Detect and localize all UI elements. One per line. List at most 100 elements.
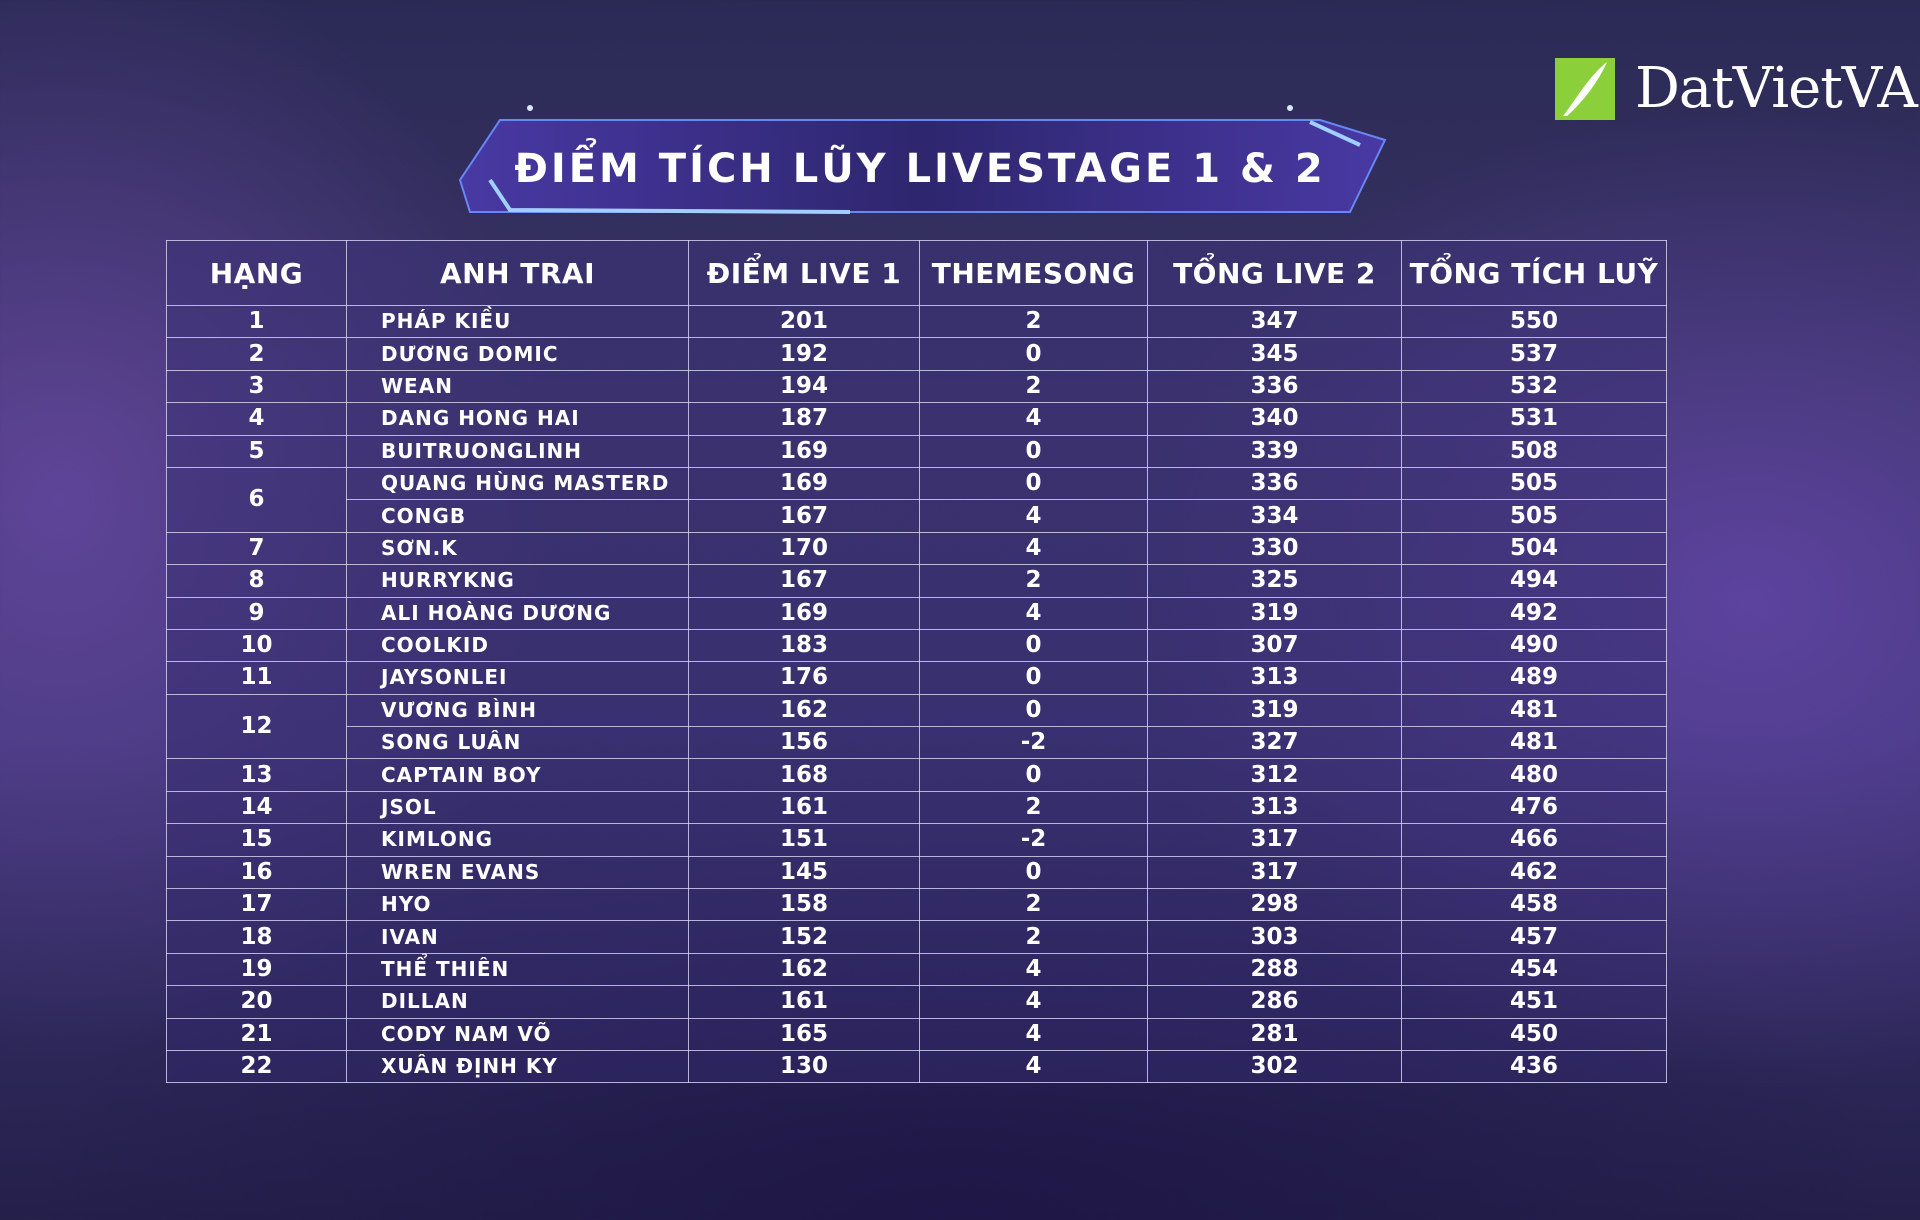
name-cell: BUITRUONGLINH: [346, 434, 689, 468]
total-cell: 532: [1401, 369, 1667, 404]
live1-cell: 176: [688, 661, 920, 695]
rank-cell: 21: [166, 1017, 347, 1051]
live2-cell: 313: [1147, 661, 1402, 695]
name-cell: WREN EVANS: [346, 855, 689, 890]
name-cell: IVAN: [346, 920, 689, 954]
rank-cell: 11: [166, 661, 347, 695]
table-row: CONGB 167 4 334 505: [167, 499, 1667, 533]
name-cell: WEAN: [346, 369, 689, 404]
rank-cell: 3: [166, 369, 347, 404]
table-row: 4 DANG HONG HAI 187 4 340 531: [166, 402, 1667, 436]
live1-cell: 183: [688, 628, 920, 663]
themesong-cell: 0: [919, 855, 1148, 890]
themesong-cell: 4: [919, 402, 1148, 436]
themesong-cell: 2: [919, 369, 1148, 404]
name-cell: DƯƠNG DOMIC: [346, 337, 689, 371]
rank-cell: 7: [166, 531, 347, 566]
name-cell: THỂ THIÊN: [346, 952, 689, 987]
page-title: ĐIỂM TÍCH LŨY LIVESTAGE 1 & 2: [514, 146, 1326, 192]
themesong-cell: 4: [919, 1049, 1148, 1084]
total-cell: 476: [1401, 790, 1667, 825]
total-cell: 480: [1401, 758, 1667, 792]
themesong-cell: 4: [919, 499, 1148, 533]
total-cell: 481: [1401, 726, 1667, 760]
rank-cell: 17: [166, 888, 347, 922]
total-cell: 462: [1401, 855, 1667, 890]
total-cell: 505: [1401, 466, 1667, 501]
live1-cell: 201: [688, 304, 920, 339]
header-live2: TỔNG LIVE 2: [1147, 240, 1402, 306]
live1-cell: 169: [688, 466, 920, 501]
live1-cell: 162: [688, 693, 920, 728]
table-row: 20 DILLAN 161 4 286 451: [166, 985, 1667, 1019]
rank-cell: 4: [166, 402, 347, 436]
rank-cell: 6: [166, 466, 347, 533]
name-cell: VƯƠNG BÌNH: [346, 693, 689, 728]
table-row: 9 ALI HOÀNG DƯƠNG 169 4 319 492: [166, 596, 1667, 630]
total-cell: 466: [1401, 823, 1667, 857]
live2-cell: 327: [1147, 726, 1402, 760]
live1-cell: 151: [688, 823, 920, 857]
total-cell: 451: [1401, 985, 1667, 1019]
live2-cell: 307: [1147, 628, 1402, 663]
live2-cell: 313: [1147, 790, 1402, 825]
live1-cell: 168: [688, 758, 920, 792]
total-cell: 505: [1401, 499, 1667, 533]
live1-cell: 194: [688, 369, 920, 404]
live2-cell: 302: [1147, 1049, 1402, 1084]
title-banner: ĐIỂM TÍCH LŨY LIVESTAGE 1 & 2: [450, 100, 1390, 220]
name-cell: COOLKID: [346, 628, 689, 663]
table-row: 15 KIMLONG 151 -2 317 466: [166, 823, 1667, 857]
table-row: 21 CODY NAM VÕ 165 4 281 450: [166, 1017, 1667, 1051]
table-row: 14 JSOL 161 2 313 476: [166, 790, 1667, 825]
live1-cell: 158: [688, 888, 920, 922]
themesong-cell: 2: [919, 920, 1148, 954]
themesong-cell: 0: [919, 628, 1148, 663]
table-row: 3 WEAN 194 2 336 532: [166, 369, 1667, 404]
total-cell: 457: [1401, 920, 1667, 954]
themesong-cell: 4: [919, 952, 1148, 987]
leaf-logo-icon: [1555, 58, 1615, 120]
name-cell: CONGB: [346, 499, 689, 533]
live2-cell: 339: [1147, 434, 1402, 468]
total-cell: 537: [1401, 337, 1667, 371]
live1-cell: 162: [688, 952, 920, 987]
themesong-cell: -2: [919, 823, 1148, 857]
live1-cell: 169: [688, 434, 920, 468]
table-row: 8 HURRYKNG 167 2 325 494: [166, 564, 1667, 598]
table-row: 19 THỂ THIÊN 162 4 288 454: [166, 952, 1667, 987]
live1-cell: 169: [688, 596, 920, 630]
total-cell: 454: [1401, 952, 1667, 987]
themesong-cell: 0: [919, 693, 1148, 728]
rank-cell: 22: [166, 1049, 347, 1084]
total-cell: 490: [1401, 628, 1667, 663]
name-cell: QUANG HÙNG MASTERD: [346, 466, 689, 501]
table-row: 18 IVAN 152 2 303 457: [166, 920, 1667, 954]
name-cell: SƠN.K: [346, 531, 689, 566]
themesong-cell: -2: [919, 726, 1148, 760]
live1-cell: 170: [688, 531, 920, 566]
total-cell: 531: [1401, 402, 1667, 436]
live1-cell: 187: [688, 402, 920, 436]
themesong-cell: 2: [919, 888, 1148, 922]
table-row: 12 VƯƠNG BÌNH 162 0 319 481: [166, 693, 1667, 760]
name-cell: ALI HOÀNG DƯƠNG: [346, 596, 689, 630]
rank-cell: 10: [166, 628, 347, 663]
name-cell: CAPTAIN BOY: [346, 758, 689, 792]
brand-logo: DatVietVAC: [1555, 58, 1920, 120]
header-rank: HẠNG: [166, 240, 347, 306]
table-row: 5 BUITRUONGLINH 169 0 339 508: [166, 434, 1667, 468]
live1-cell: 161: [688, 790, 920, 825]
table-row: 7 SƠN.K 170 4 330 504: [166, 531, 1667, 566]
name-cell: HURRYKNG: [346, 564, 689, 598]
ranking-table: HẠNG ANH TRAI ĐIỂM LIVE 1 THEMESONG TỔNG…: [166, 240, 1667, 1084]
header-name: ANH TRAI: [346, 240, 689, 306]
live2-cell: 336: [1147, 466, 1402, 501]
total-cell: 508: [1401, 434, 1667, 468]
live2-cell: 288: [1147, 952, 1402, 987]
live2-cell: 298: [1147, 888, 1402, 922]
rank-cell: 20: [166, 985, 347, 1019]
live2-cell: 340: [1147, 402, 1402, 436]
total-cell: 504: [1401, 531, 1667, 566]
themesong-cell: 0: [919, 758, 1148, 792]
